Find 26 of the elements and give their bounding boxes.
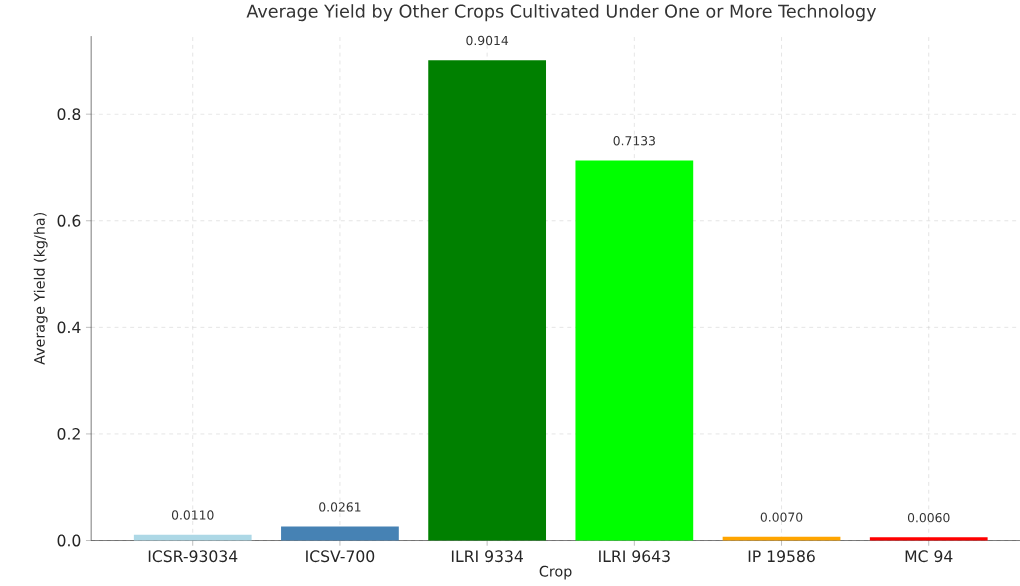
y-tick-label: 0.4 [57,321,81,334]
data-label: 0.0261 [319,502,361,512]
bar [869,537,988,541]
data-label: 0.0110 [171,510,214,520]
data-label: 0.0060 [907,512,950,523]
y-tick-label: 0.2 [57,427,80,440]
x-tick-label: IP 19586 [748,550,815,562]
bar [281,526,399,541]
y-tick-label: 0.0 [57,534,81,547]
x-tick-label: ILRI 9334 [451,550,523,562]
data-label: 0.0070 [760,512,803,522]
x-tick-label: MC 94 [905,550,953,562]
bar [133,534,252,541]
bar [575,160,694,541]
chart-title: Average Yield by Other Crops Cultivated Under One or More Technology [246,4,877,21]
x-tick-label: ICSR-93034 [148,550,238,562]
y-tick-label: 0.6 [57,214,81,227]
y-axis-title: Average Yield (kg/ha) [33,212,48,365]
x-tick-label: ICSV-700 [306,550,375,562]
bar [722,536,841,541]
x-tick-label: ILRI 9643 [599,550,670,562]
data-label: 0.7133 [613,135,655,146]
bar [428,59,547,541]
y-tick-label: 0.8 [57,108,81,120]
data-label: 0.9014 [466,35,509,45]
x-axis-title: Crop [539,565,572,580]
